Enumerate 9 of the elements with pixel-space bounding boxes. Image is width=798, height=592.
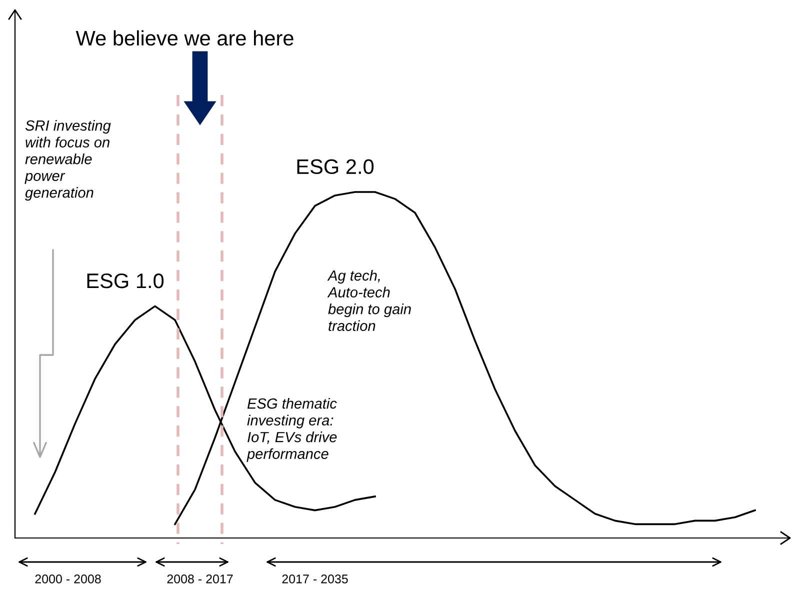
text: 2008 - 2017 (167, 574, 233, 584)
series-label: ESG 2.0 (297, 159, 374, 174)
series-label: ESG 1.0 (87, 273, 164, 288)
text: 2000 - 2008 (35, 574, 101, 584)
annotation: SRI investing with focus on renewable power generation (24, 120, 111, 201)
text: 2017 - 2035 (282, 574, 348, 584)
annotation: ESG thematic investing era: IoT, EVs drive performance (246, 398, 337, 462)
annotation: Ag tech, Auto-tech begin to gain traction (327, 270, 411, 332)
text: We believe we are here (76, 30, 294, 46)
